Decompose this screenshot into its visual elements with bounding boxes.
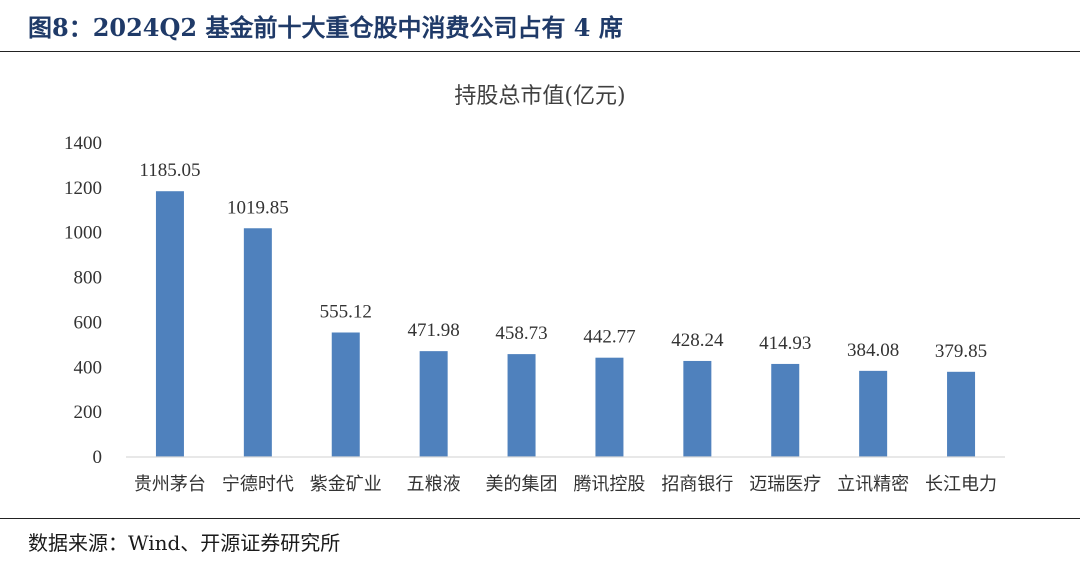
bar: [683, 360, 712, 457]
x-tick-label: 贵州茅台: [134, 474, 206, 495]
x-tick-label: 紫金矿业: [310, 474, 382, 495]
data-label: 442.77: [583, 327, 635, 348]
data-label: 414.93: [759, 333, 811, 354]
bar: [155, 191, 184, 458]
data-label: 384.08: [847, 340, 899, 361]
top-divider: [0, 51, 1080, 52]
x-tick-label: 五粮液: [407, 474, 461, 495]
y-tick-label: 1000: [64, 223, 102, 244]
data-label: 458.73: [495, 323, 547, 344]
value-labels-group: 1185.05 1019.85 555.12 471.98 458.73 442.77 42…: [139, 160, 987, 362]
data-label: 428.24: [671, 330, 724, 351]
x-tick-label: 宁德时代: [222, 474, 294, 495]
y-tick-label: 600: [74, 312, 103, 333]
y-tick-label: 800: [74, 268, 103, 289]
x-axis: 贵州茅台 宁德时代 紫金矿业 五粮液 美的集团 腾讯控股 招商银行 迈瑞医疗 立讯精密 长江电力: [126, 456, 1005, 495]
data-label: 379.85: [935, 341, 987, 362]
x-tick-label: 迈瑞医疗: [749, 474, 821, 495]
y-tick-label: 1200: [64, 178, 102, 199]
bar: [331, 332, 360, 457]
chart-title: 持股总市值(亿元): [454, 84, 625, 109]
data-label: 555.12: [320, 301, 372, 322]
bar: [947, 371, 976, 457]
x-tick-label: 立讯精密: [837, 474, 909, 495]
data-label: 471.98: [408, 320, 460, 341]
bar: [771, 363, 800, 457]
x-tick-label: 长江电力: [925, 474, 997, 495]
y-axis: 0 200 400 600 800 1000 1200 1400: [64, 133, 102, 468]
x-tick-label: 招商银行: [661, 474, 733, 495]
bar: [507, 354, 536, 457]
x-tick-label: 腾讯控股: [573, 474, 645, 495]
source-note: 数据来源：Wind、开源证券研究所: [28, 531, 341, 555]
figure-title: 图8：2024Q2 基金前十大重仓股中消费公司占有 4 席: [28, 13, 623, 42]
bottom-divider: [0, 518, 1080, 519]
bar: [859, 370, 888, 457]
bar: [243, 228, 272, 457]
x-tick-label: 美的集团: [486, 474, 558, 495]
bar: [595, 357, 624, 457]
bar: [419, 351, 448, 457]
bars-group: [155, 191, 976, 458]
y-tick-label: 0: [93, 447, 103, 468]
data-label: 1019.85: [227, 197, 289, 218]
y-tick-label: 400: [74, 357, 103, 378]
data-label: 1185.05: [139, 160, 200, 181]
y-tick-label: 200: [74, 402, 103, 423]
y-tick-label: 1400: [64, 133, 102, 154]
